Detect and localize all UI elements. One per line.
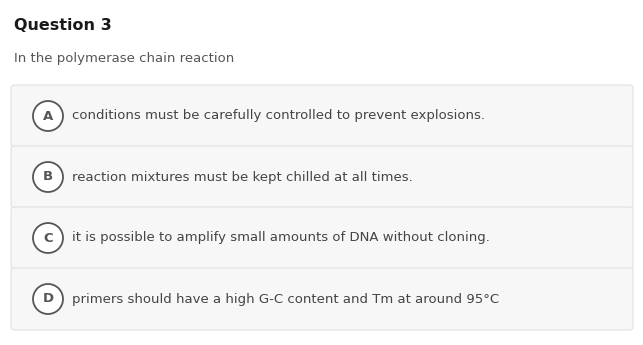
Text: primers should have a high G-C content and Tm at around 95°C: primers should have a high G-C content a… (72, 293, 499, 306)
Text: D: D (42, 293, 53, 306)
Text: reaction mixtures must be kept chilled at all times.: reaction mixtures must be kept chilled a… (72, 170, 413, 184)
FancyBboxPatch shape (11, 207, 633, 269)
Text: it is possible to amplify small amounts of DNA without cloning.: it is possible to amplify small amounts … (72, 231, 490, 245)
FancyBboxPatch shape (11, 146, 633, 208)
Text: Question 3: Question 3 (14, 18, 112, 33)
Text: B: B (43, 170, 53, 184)
Text: conditions must be carefully controlled to prevent explosions.: conditions must be carefully controlled … (72, 109, 485, 122)
FancyBboxPatch shape (11, 268, 633, 330)
Ellipse shape (33, 101, 63, 131)
FancyBboxPatch shape (11, 85, 633, 147)
Ellipse shape (33, 223, 63, 253)
Text: A: A (43, 109, 53, 122)
Text: C: C (43, 231, 53, 245)
Ellipse shape (33, 284, 63, 314)
Text: In the polymerase chain reaction: In the polymerase chain reaction (14, 52, 234, 65)
Ellipse shape (33, 162, 63, 192)
